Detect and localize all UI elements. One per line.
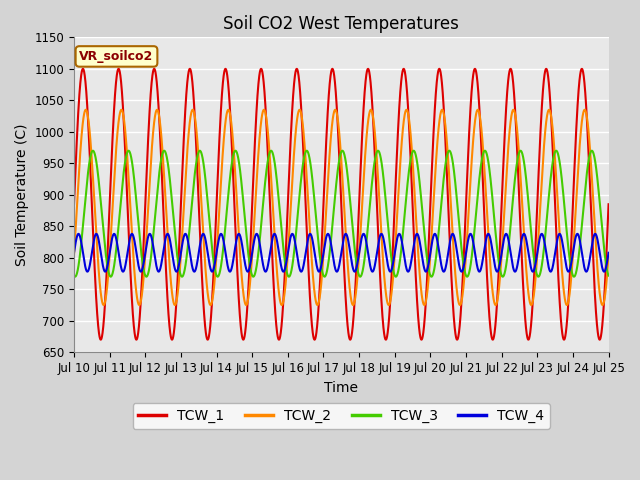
TCW_3: [275, 198, 283, 204]
TCW_1: [553, 240, 561, 246]
TCW_2: [598, 302, 606, 308]
TCW_1: [79, 66, 87, 72]
TCW_1: [134, 331, 142, 336]
TCW_2: [275, 289, 283, 295]
TCW_2: [605, 252, 612, 257]
TCW_4: [134, 260, 142, 265]
TCW_4: [553, 239, 561, 245]
TCW_3: [588, 148, 596, 154]
X-axis label: Time: Time: [324, 381, 358, 395]
TCW_3: [577, 239, 584, 245]
TCW_1: [577, 71, 584, 77]
TCW_2: [556, 227, 563, 232]
TCW_1: [605, 202, 612, 207]
Line: TCW_3: TCW_3: [74, 151, 609, 276]
TCW_1: [556, 292, 563, 298]
Text: VR_soilco2: VR_soilco2: [79, 50, 154, 63]
TCW_3: [556, 157, 563, 163]
TCW_1: [70, 202, 78, 207]
TCW_2: [577, 135, 584, 141]
Line: TCW_1: TCW_1: [74, 69, 609, 340]
TCW_2: [70, 252, 78, 257]
TCW_1: [404, 114, 412, 120]
TCW_3: [70, 273, 78, 278]
TCW_4: [333, 269, 340, 275]
TCW_4: [405, 268, 413, 274]
TCW_2: [553, 184, 561, 190]
TCW_3: [134, 217, 142, 223]
TCW_1: [275, 337, 283, 343]
TCW_2: [404, 113, 412, 119]
TCW_2: [82, 107, 90, 113]
TCW_3: [404, 171, 412, 177]
Y-axis label: Soil Temperature (C): Soil Temperature (C): [15, 123, 29, 266]
TCW_4: [342, 231, 349, 237]
Line: TCW_2: TCW_2: [74, 110, 609, 305]
TCW_3: [605, 273, 612, 278]
TCW_4: [556, 231, 563, 237]
Line: TCW_4: TCW_4: [74, 234, 609, 272]
TCW_3: [71, 274, 79, 279]
TCW_4: [577, 241, 584, 247]
Legend: TCW_1, TCW_2, TCW_3, TCW_4: TCW_1, TCW_2, TCW_3, TCW_4: [132, 403, 550, 429]
TCW_4: [70, 250, 78, 256]
TCW_1: [596, 337, 604, 343]
TCW_3: [553, 148, 561, 154]
TCW_4: [275, 249, 283, 254]
Title: Soil CO2 West Temperatures: Soil CO2 West Temperatures: [223, 15, 460, 33]
TCW_4: [605, 250, 612, 256]
TCW_2: [134, 300, 142, 306]
